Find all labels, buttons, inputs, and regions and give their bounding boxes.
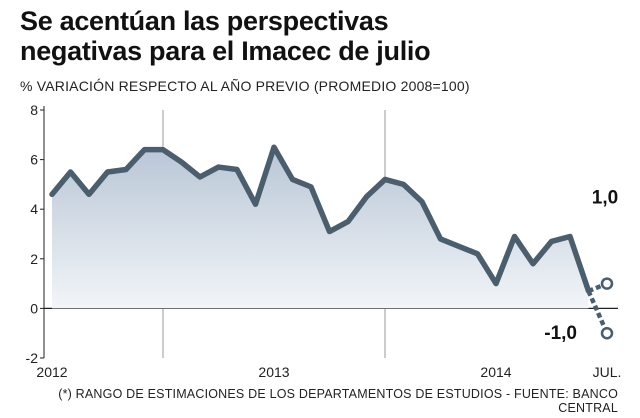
data-point-2014-02 [512,234,517,239]
data-point-2014-01 [494,281,499,286]
data-point-2013-03 [309,184,314,189]
estimate-low-marker [600,326,614,340]
y-tick-label: 8 [30,102,38,118]
x-tick-label: 2013 [258,364,289,380]
data-point-2012-08 [179,160,184,165]
estimate-low-label: -1,0 [544,323,577,344]
chart-subtitle: % VARIACIÓN RESPECTO AL AÑO PREVIO (PROM… [20,78,470,94]
x-tick-label: JUL. [593,364,622,380]
data-point-2012-03 [87,192,92,197]
data-point-2012-01 [50,192,55,197]
y-tick-label: 6 [30,152,38,168]
data-point-2014-05 [568,234,573,239]
y-tick-label: 2 [30,251,38,267]
data-point-2013-12 [475,251,480,256]
data-point-2012-12 [253,202,258,207]
data-point-2013-05 [346,219,351,224]
data-point-2012-04 [105,170,110,175]
y-tick-label: 4 [30,201,38,217]
data-point-2013-07 [383,177,388,182]
data-point-2013-10 [438,236,443,241]
x-tick-label: 2014 [480,364,511,380]
data-point-2013-06 [364,194,369,199]
x-tick-label: 2012 [36,364,67,380]
estimate-high-marker [600,277,614,290]
data-point-2013-08 [401,182,406,187]
data-point-2014-04 [549,239,554,244]
data-point-2012-05 [124,167,129,172]
data-point-2012-07 [161,147,166,152]
data-point-2013-02 [290,177,295,182]
data-point-2012-09 [198,174,203,179]
title-line-2: negativas para el Imacec de julio [20,36,431,66]
data-point-2013-04 [327,229,332,234]
y-tick-label: -2 [26,350,39,366]
data-point-2013-11 [457,244,462,249]
estimate-link-low [586,290,610,335]
title-line-1: Se acentúan las perspectivas [20,6,389,36]
data-point-2014-03 [531,261,536,266]
y-tick-label: 0 [30,300,38,316]
estimate-high-label: 1,0 [592,188,618,209]
data-point-2012-06 [142,147,147,152]
data-point-2013-09 [420,199,425,204]
chart-footnote: (*) RANGO DE ESTIMACIONES DE LOS DEPARTA… [58,387,618,415]
data-point-2012-02 [68,170,73,175]
data-point-2013-01 [272,145,277,150]
series-area-fill [52,147,589,309]
imacec-line [49,144,592,294]
data-point-2012-11 [235,167,240,172]
chart-title: Se acentúan las perspectivas negativas p… [20,6,620,66]
data-point-2012-10 [216,165,221,170]
